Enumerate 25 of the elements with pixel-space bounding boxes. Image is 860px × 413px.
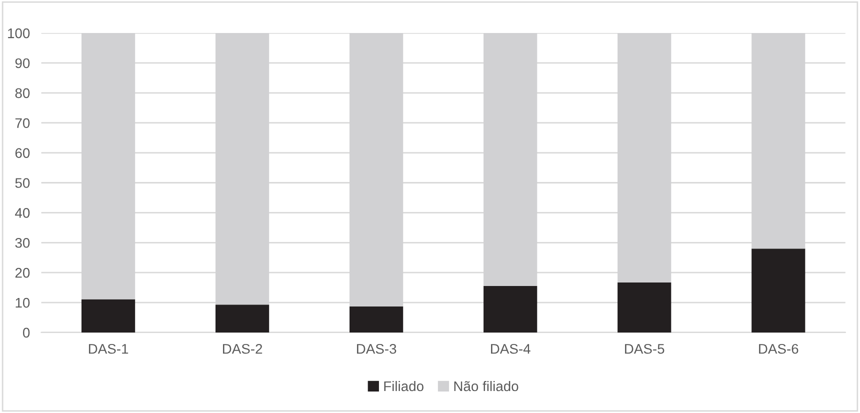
x-tick-label: DAS-3 (357, 344, 396, 354)
y-tick-label: 60 (15, 148, 30, 158)
y-tick-label: 80 (15, 88, 30, 98)
x-tick-label: DAS-5 (625, 344, 664, 354)
bar (350, 306, 404, 332)
y-tick-label: 90 (15, 58, 30, 68)
bar (752, 248, 806, 332)
y-tick-label: 0 (22, 328, 30, 338)
bar (81, 299, 136, 332)
x-tick-label: DAS-4 (491, 344, 530, 354)
bar (216, 304, 270, 332)
y-tick-label: 100 (8, 28, 30, 38)
x-tick-label: DAS-2 (222, 344, 262, 354)
y-tick-label: 40 (15, 208, 30, 218)
legend-label: Não filiado (454, 380, 518, 392)
y-tick-label: 20 (15, 268, 30, 278)
bar (618, 282, 672, 332)
y-tick-label: 70 (15, 118, 30, 128)
y-tick-label: 50 (15, 178, 30, 188)
x-tick-label: DAS-6 (759, 344, 798, 354)
bar (484, 286, 538, 332)
x-tick-label: DAS-1 (88, 344, 128, 354)
y-tick-label: 10 (16, 298, 30, 308)
legend-label: Filiado (384, 380, 424, 392)
y-tick-label: 30 (15, 238, 30, 248)
